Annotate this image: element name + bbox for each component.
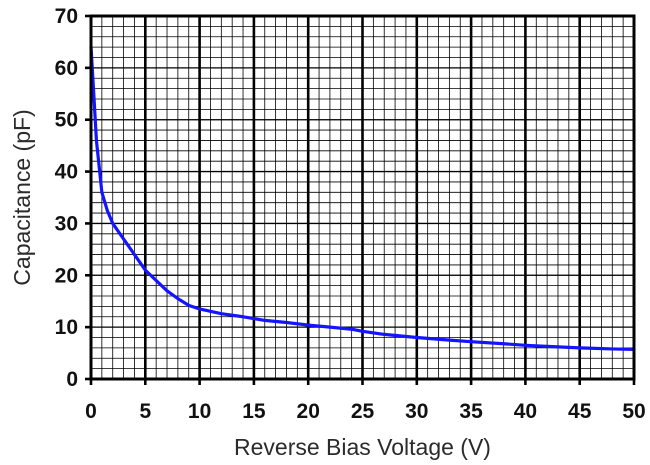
- x-tick-label: 15: [242, 400, 266, 423]
- y-axis-title: Capacitance (pF): [9, 109, 35, 285]
- x-tick-label: 35: [459, 400, 483, 423]
- x-tick-label: 0: [85, 400, 97, 423]
- x-axis-title: Reverse Bias Voltage (V): [234, 434, 491, 460]
- y-tick-label: 30: [55, 212, 78, 235]
- x-tick-label: 40: [514, 400, 537, 423]
- y-tick-label: 40: [55, 161, 78, 184]
- x-tick-label: 50: [622, 400, 645, 423]
- x-tick-label: 20: [297, 400, 320, 423]
- major-grid: [91, 16, 634, 379]
- x-tick-marks: [89, 379, 636, 385]
- y-tick-label: 70: [55, 5, 78, 28]
- capacitance-curve: [89, 45, 636, 352]
- y-tick-label: 0: [66, 368, 78, 391]
- x-tick-label: 25: [351, 400, 375, 423]
- y-tick-labels: 0 10 20 30 40 50 60 70: [55, 5, 78, 391]
- y-tick-label: 20: [55, 264, 78, 287]
- y-tick-marks: [85, 14, 91, 381]
- minor-grid: [91, 16, 634, 379]
- y-tick-label: 10: [55, 316, 78, 339]
- x-tick-label: 10: [188, 400, 211, 423]
- x-tick-label: 45: [568, 400, 592, 423]
- x-tick-label: 5: [139, 400, 151, 423]
- y-tick-label: 60: [55, 57, 78, 80]
- x-tick-labels: 0 5 10 15 20 25 30 35 40 45 50: [85, 400, 646, 423]
- y-tick-label: 50: [55, 109, 78, 132]
- x-tick-label: 30: [405, 400, 428, 423]
